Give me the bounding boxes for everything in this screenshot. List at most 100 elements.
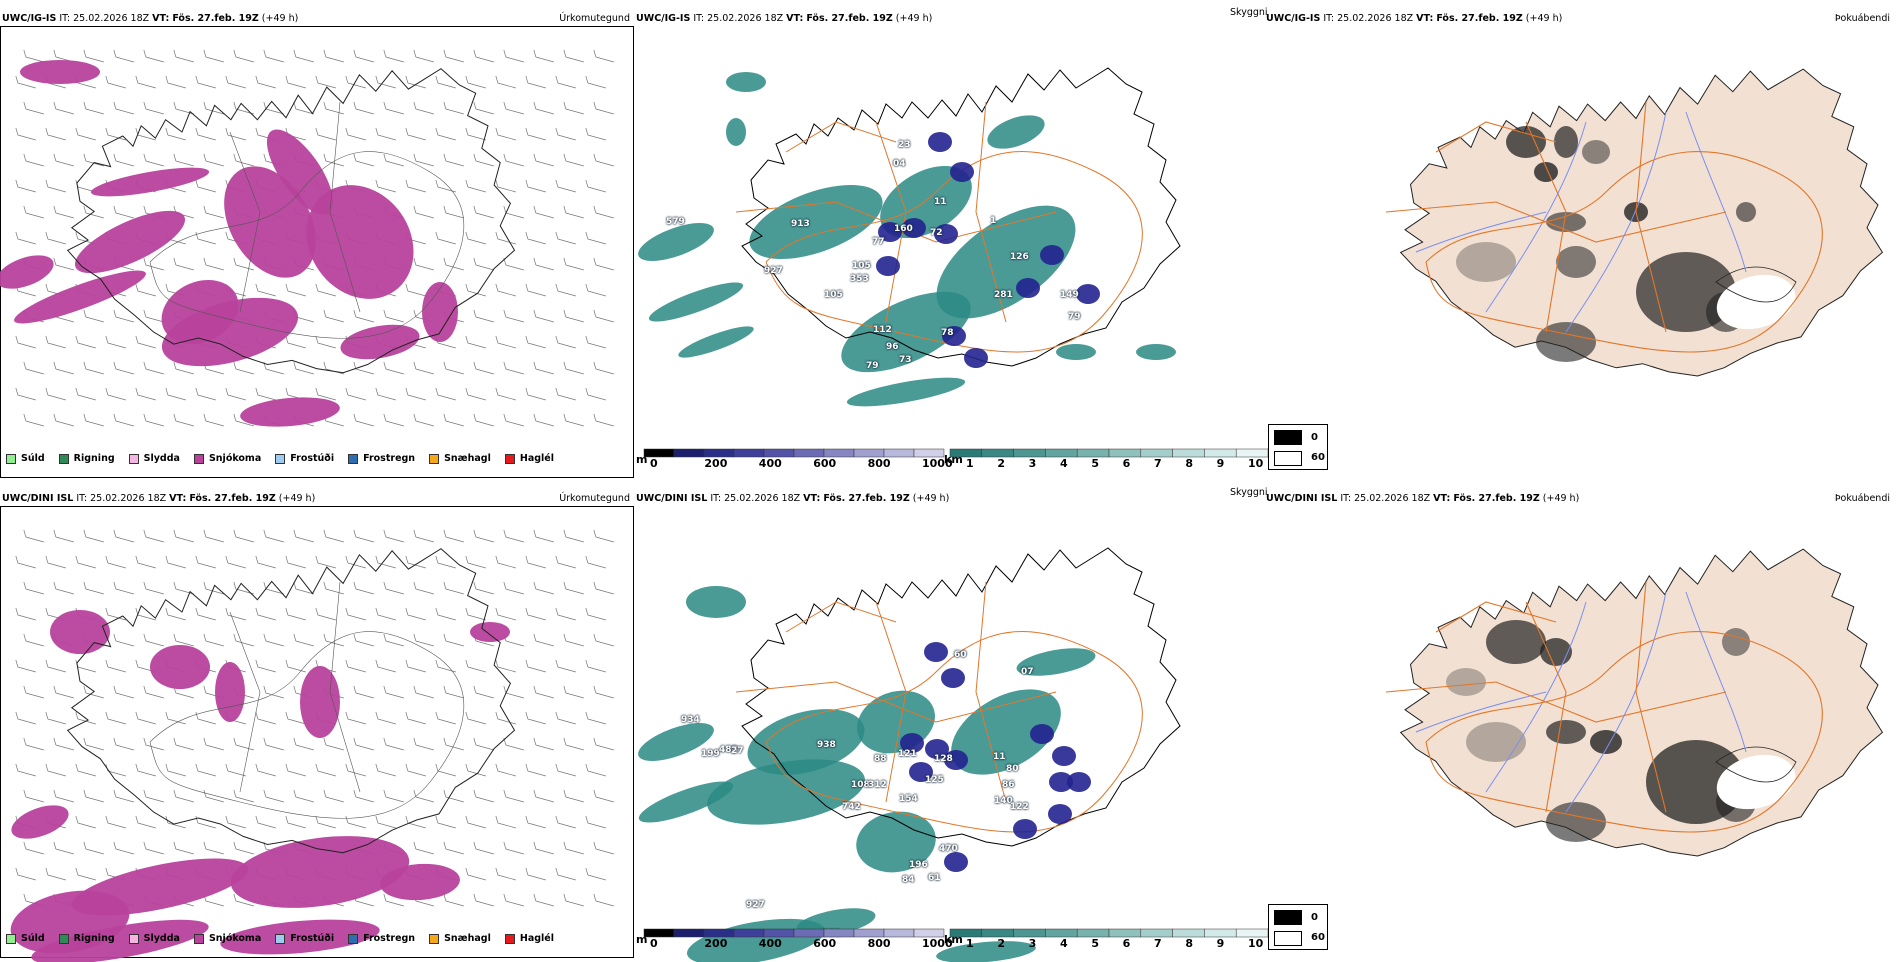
snow-area [0,255,54,289]
low-visibility-area [987,115,1045,149]
snow-area [220,919,380,955]
low-visibility-area [936,205,1076,319]
visibility-value-label: 927 [746,900,765,910]
low-visibility-area [1016,648,1096,676]
cloud-swatch-black [1274,910,1302,925]
low-visibility-area [707,759,865,825]
legend-item: Snjókoma [193,453,262,464]
fog-index-area [1446,668,1486,696]
roads [149,581,465,819]
precip-type-title: Úrkomutegund [559,13,630,24]
cloud-base-area [934,224,958,244]
visibility-value-label: 86 [1002,780,1015,790]
fog-index-area [1546,212,1586,232]
cloud-base-area [1052,746,1076,766]
visibility-value-label: 96 [886,342,899,352]
vt-label: VT: [152,13,170,24]
legend-swatch [193,933,204,944]
legend-item: Snjókoma [193,933,261,944]
cloud-base-area [1048,804,1072,824]
fog-index-area [1456,242,1516,282]
cloud-base-area [942,326,966,346]
colorbar-tick: 800 [867,937,891,950]
legend-label: Frostúði [290,453,335,464]
legend-label: Haglél [519,453,554,464]
visibility-unit: km [944,933,963,946]
colorbar-tick: 200 [704,937,728,950]
visibility-value-label: 742 [842,802,861,812]
legend-swatch [193,453,204,464]
low-visibility-area [648,282,744,322]
row-ig-is: UWC/IG-IS IT: 25.02.2026 18Z VT: Fös. 27… [0,7,1900,482]
visibility-value-label: 79 [1068,312,1081,322]
snow-area [11,805,69,839]
panel-title: UWC/IG-IS IT: 25.02.2026 18Z VT: Fös. 27… [1266,13,1562,24]
fog-index-area [1546,720,1586,744]
visibility-value-label: 934 [681,715,700,725]
legend-swatch [429,933,440,944]
snow-area [150,645,210,689]
visibility-color-step [1108,928,1142,938]
legend-swatch [58,453,69,464]
ceiling-color-step [883,448,915,458]
colorbar-tick: 2 [997,457,1005,470]
visibility-color-step [1013,448,1046,458]
snow-area [266,129,334,215]
legend-item: Rigning [58,453,115,464]
visibility-color-step [1140,928,1173,938]
cloud-base-area [924,642,948,662]
row-dini-isl: UWC/DINI ISL IT: 25.02.2026 18Z VT: Fös.… [0,487,1900,962]
low-visibility-area [678,326,754,358]
fog-index-area [1536,322,1596,362]
precip-legend: Súld Rigning Slydda Snjókoma Frostúði Frostre… [6,453,568,464]
legend-swatch [128,453,139,464]
fog-index-area [1590,730,1622,754]
visibility-value-label: 128 [934,754,953,764]
low-visibility-area [1056,344,1096,360]
it-label: IT: [693,13,705,24]
cloud-tick-0: 0 [1311,912,1318,923]
visibility-value-label: 281 [994,290,1013,300]
cloud-tick-0: 0 [1311,432,1318,443]
cloud-cover-legend: 0 60 [1268,904,1328,950]
visibility-value-label: 11 [993,752,1006,762]
colorbar-tick: 10 [1248,937,1264,950]
visibility-value-label: 108 [851,780,870,790]
low-visibility-area [880,165,972,239]
lead-time: (+49 h) [895,13,933,24]
lead-time: (+49 h) [261,13,299,24]
visibility-value-label: 112 [873,325,892,335]
coastline [66,548,516,854]
legend-swatch [504,933,515,944]
visibility-color-step [1235,448,1269,458]
low-visibility-area [686,586,746,618]
ceiling-color-step [733,928,765,938]
coastline [741,547,1181,847]
cloud-base-area [944,852,968,872]
cloud-base-area [1067,772,1091,792]
fog-index-area [1486,620,1546,664]
visibility-value-label: 121 [898,749,917,759]
legend-label: Snæhagl [444,933,491,944]
vt-label: VT: [786,13,804,24]
visibility-value-label: 78 [941,328,954,338]
it-label: IT: [1323,13,1335,24]
cloud-swatch-white [1274,931,1302,946]
legend-item: Snæhagl [429,933,491,944]
visibility-panel: UWC/DINI ISL IT: 25.02.2026 18Z VT: Fös.… [636,487,1270,962]
low-visibility-area [841,291,971,373]
coastline [66,68,516,374]
legend-label: Snjókoma [208,453,262,464]
legend-label: Frostregn [363,453,416,464]
it-label: IT: [710,493,722,504]
ceiling-color-step [703,448,735,458]
vt-value: Fös. 27.feb. 19Z [189,493,276,504]
colorbar-tick: 5 [1091,457,1099,470]
visibility-title: Skyggni [1230,487,1268,498]
visibility-value-label: 77 [872,237,885,247]
snow-area [230,836,410,908]
colorbar-tick: 1 [966,457,974,470]
legend-swatch [504,453,515,464]
it-label: IT: [76,493,88,504]
visibility-color-step [1013,928,1046,938]
